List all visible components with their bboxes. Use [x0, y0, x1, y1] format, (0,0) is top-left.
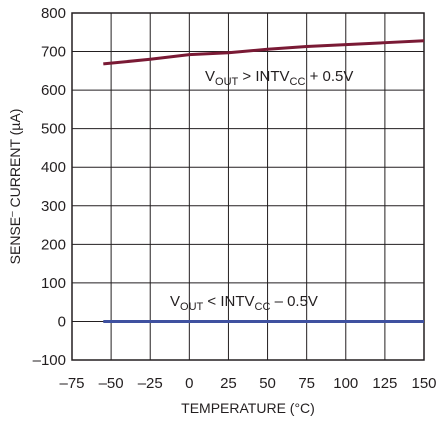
- x-tick-label-3: 0: [185, 375, 193, 392]
- y-tick-label-8: 700: [41, 44, 66, 61]
- annot-upper-intv: > INTV: [238, 68, 289, 85]
- y-tick-label-9: 800: [41, 5, 66, 22]
- x-tick-label-0: –75: [59, 375, 84, 392]
- annot-lower-v: V: [170, 293, 180, 310]
- series-layer: [103, 39, 425, 323]
- x-tick-labels: –75 –50 –25 0 25 50 75 100 125 150: [59, 375, 436, 392]
- annot-lower-offset: – 0.5V: [270, 293, 318, 310]
- x-tick-label-2: –25: [138, 375, 163, 392]
- x-tick-label-6: 75: [298, 375, 315, 392]
- annot-upper-out: OUT: [215, 76, 239, 88]
- x-axis-title: TEMPERATURE (°C): [181, 400, 315, 416]
- y-tick-label-2: 100: [41, 275, 66, 292]
- y-tick-label-0: –100: [33, 352, 66, 369]
- annot-lower-cc: CC: [255, 301, 271, 313]
- x-tick-label-9: 150: [411, 375, 436, 392]
- series-annotation-lower: VOUT < INTVCC – 0.5V: [170, 293, 318, 313]
- annot-lower-intv: < INTV: [203, 293, 254, 310]
- y-tick-label-7: 600: [41, 82, 66, 99]
- series-annotation-upper: VOUT > INTVCC + 0.5V: [205, 68, 353, 88]
- y-axis-title-sup: –: [7, 211, 18, 217]
- x-tick-label-4: 25: [220, 375, 237, 392]
- y-tick-label-4: 300: [41, 198, 66, 215]
- y-tick-label-6: 500: [41, 121, 66, 138]
- y-tick-label-3: 200: [41, 236, 66, 253]
- y-axis-title: SENSE– CURRENT (µA): [7, 109, 24, 265]
- y-tick-label-1: 0: [58, 313, 66, 330]
- y-tick-label-5: 400: [41, 159, 66, 176]
- x-tick-label-7: 100: [333, 375, 358, 392]
- y-tick-labels: –100 0 100 200 300 400 500 600 700 800: [33, 5, 66, 369]
- annot-upper-cc: CC: [290, 76, 306, 88]
- series-line-0: [103, 39, 425, 66]
- x-tick-label-5: 50: [259, 375, 276, 392]
- plot-frame: [71, 12, 425, 361]
- y-axis-title-rest: CURRENT (µA): [7, 109, 23, 212]
- x-tick-label-1: –50: [99, 375, 124, 392]
- y-axis-title-main: SENSE: [7, 217, 23, 264]
- x-tick-label-8: 125: [372, 375, 397, 392]
- annot-upper-offset: + 0.5V: [305, 68, 353, 85]
- annot-lower-out: OUT: [180, 301, 204, 313]
- annot-upper-v: V: [205, 68, 215, 85]
